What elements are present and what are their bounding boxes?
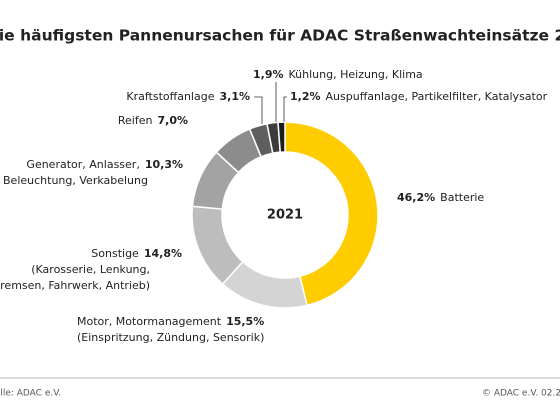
segment-label: Generator, Anlasser, 10,3% (26, 158, 183, 171)
category-label: Reifen (118, 114, 153, 127)
donut-segment (284, 121, 379, 307)
segment-label: 1,9% Kühlung, Heizung, Klima (253, 68, 423, 81)
leader-line (283, 96, 287, 122)
category-label: Sonstige (91, 247, 139, 260)
source: Quelle: ADAC e.V. (0, 389, 61, 399)
segment-label: Reifen 7,0% (118, 114, 188, 127)
category-label: Auspuffanlage, Partikelfilter, Katalysat… (326, 90, 548, 103)
value-label: 46,2% (397, 191, 435, 204)
segment-label: Kraftstoffanlage 3,1% (126, 90, 250, 103)
category-detail: (Einspritzung, Zündung, Sensorik) (77, 331, 264, 344)
copyright: © ADAC e.V. 02.2022 (482, 389, 560, 399)
category-detail: Bremsen, Fahrwerk, Antrieb) (0, 279, 150, 292)
category-label: Kühlung, Heizung, Klima (289, 68, 423, 81)
category-label: Kraftstoffanlage (126, 90, 214, 103)
chart-title: Die häufigsten Pannenursachen für ADAC S… (0, 27, 560, 45)
category-label: Batterie (440, 191, 484, 204)
category-detail: (Karosserie, Lenkung, (31, 263, 150, 276)
value-label: 1,2% (290, 90, 321, 103)
category-label: Motor, Motormanagement (77, 315, 222, 328)
segment-label: 1,2% Auspuffanlage, Partikelfilter, Katal… (290, 90, 548, 103)
segment-label: 46,2% Batterie (397, 191, 484, 204)
segment-label: Motor, Motormanagement 15,5% (77, 315, 264, 328)
value-label: 3,1% (219, 90, 250, 103)
leader-line (254, 96, 263, 124)
value-label: 14,8% (144, 247, 182, 260)
value-label: 1,9% (253, 68, 284, 81)
segment-label: Sonstige 14,8% (91, 247, 182, 260)
value-label: 10,3% (145, 158, 183, 171)
center-label: 2021 (267, 208, 303, 223)
value-label: 7,0% (157, 114, 188, 127)
category-label: Generator, Anlasser, (26, 158, 139, 171)
category-detail: Beleuchtung, Verkabelung (3, 174, 148, 187)
donut-segment (277, 121, 286, 153)
value-label: 15,5% (226, 315, 264, 328)
